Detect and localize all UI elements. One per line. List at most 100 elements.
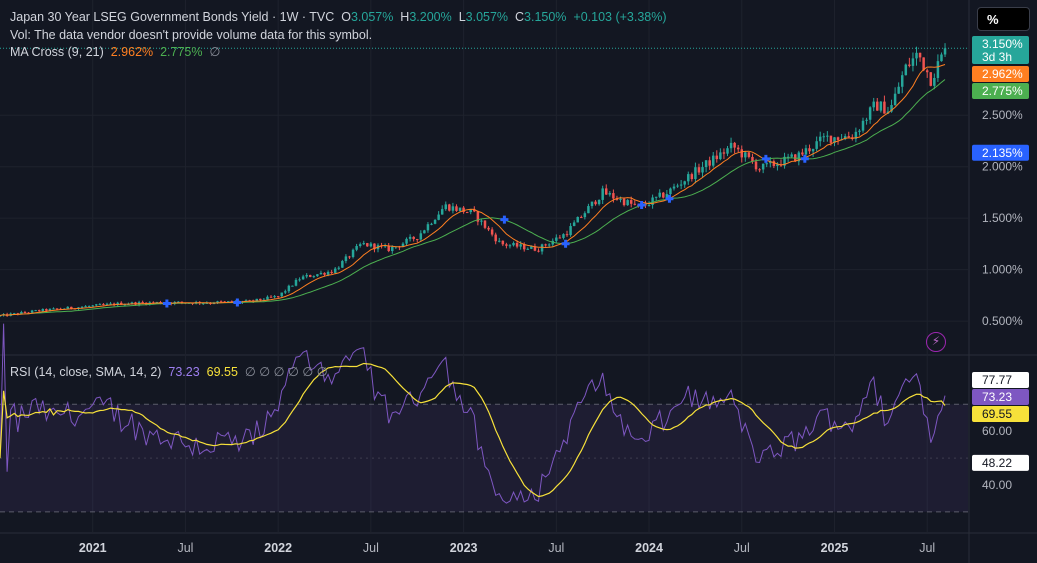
candle-body bbox=[476, 211, 480, 222]
candle-body bbox=[462, 207, 465, 213]
rsi-name: RSI (14, close, SMA, 14, 2) bbox=[10, 365, 162, 379]
candle-body bbox=[326, 271, 330, 275]
candle-body bbox=[900, 75, 904, 87]
candle-body bbox=[569, 226, 572, 236]
candle-body bbox=[423, 230, 426, 234]
rsi-null-marker: ∅ bbox=[259, 365, 271, 379]
candle-body bbox=[597, 199, 601, 205]
price-label-countdown: 3d 3h bbox=[982, 50, 1012, 64]
candle-body bbox=[55, 308, 59, 310]
high-label: H bbox=[400, 10, 410, 24]
candle-body bbox=[868, 107, 872, 120]
candle-body bbox=[872, 101, 875, 108]
candle-body bbox=[572, 222, 576, 227]
ma-fast-line bbox=[0, 64, 946, 316]
rsi-value-box bbox=[972, 389, 1029, 405]
candle-body bbox=[933, 77, 936, 86]
candle-body bbox=[929, 72, 933, 86]
candle-body bbox=[918, 52, 922, 58]
percent-scale-button[interactable]: % bbox=[977, 7, 1030, 31]
price-label-box bbox=[972, 83, 1029, 99]
candle-body bbox=[940, 54, 943, 62]
time-axis[interactable]: 2021 Jul 2022 Jul 2023 Jul 2024 Jul 2025 Jul bbox=[79, 541, 935, 555]
candle-body bbox=[41, 309, 45, 312]
ma-cross-marker bbox=[500, 215, 509, 224]
candle-body bbox=[415, 239, 419, 241]
candle-body bbox=[647, 204, 651, 206]
candle-body bbox=[594, 201, 597, 205]
candle-body bbox=[911, 58, 915, 66]
lightning-icon[interactable]: ⚡︎ bbox=[926, 332, 946, 352]
candle-body bbox=[776, 164, 779, 166]
candle-body bbox=[309, 275, 312, 277]
candle-body bbox=[672, 186, 676, 189]
candle-body bbox=[526, 248, 530, 250]
price-tick-label: 1.000% bbox=[982, 263, 1023, 277]
symbol-title[interactable]: Japan 30 Year LSEG Government Bonds Yiel… bbox=[10, 10, 335, 24]
candle-body bbox=[726, 148, 729, 154]
candle-body bbox=[469, 209, 472, 213]
price-axis[interactable]: 0.500% 1.000% 1.500% 2.000% 2.500% 3.150%3d 3… bbox=[972, 36, 1029, 492]
candle-body bbox=[758, 169, 761, 171]
open-label: O bbox=[341, 10, 351, 24]
candle-body bbox=[319, 272, 323, 275]
candle-body bbox=[505, 244, 508, 246]
candle-body bbox=[91, 305, 94, 307]
rsi-legend[interactable]: RSI (14, close, SMA, 14, 2) 73.23 69.55 … bbox=[10, 364, 328, 380]
candle-body bbox=[312, 276, 316, 278]
candle-body bbox=[287, 285, 291, 292]
rsi-null-marker: ∅ bbox=[244, 365, 256, 379]
candle-body bbox=[226, 301, 230, 303]
candle-body bbox=[876, 101, 879, 111]
candle-body bbox=[273, 296, 276, 298]
candle-body bbox=[622, 198, 626, 206]
candle-body bbox=[487, 227, 490, 230]
rsi-null-marker: ∅ bbox=[302, 365, 314, 379]
candle-body bbox=[448, 204, 451, 211]
candle-body bbox=[323, 272, 326, 275]
candle-body bbox=[833, 137, 836, 143]
volume-note: Vol: The data vendor doesn't provide vol… bbox=[10, 28, 373, 42]
candle-body bbox=[219, 301, 223, 303]
candle-body bbox=[455, 206, 458, 211]
candle-body bbox=[494, 234, 497, 242]
ma-slow-value: 2.775% bbox=[160, 45, 203, 59]
candle-body bbox=[202, 303, 205, 305]
rsi-null-marker: ∅ bbox=[273, 365, 285, 379]
candle-body bbox=[316, 274, 319, 277]
candle-body bbox=[84, 306, 87, 308]
ma-cross-legend[interactable]: MA Cross (9, 21) 2.962% 2.775% ∅ bbox=[10, 44, 220, 60]
candle-body bbox=[401, 243, 405, 247]
candle-body bbox=[808, 148, 811, 152]
candle-body bbox=[519, 244, 522, 247]
candle-body bbox=[95, 304, 98, 306]
candle-body bbox=[740, 149, 744, 158]
candle-body bbox=[80, 306, 84, 308]
price-tick-label: 2.000% bbox=[982, 160, 1023, 174]
price-tick-label: 2.500% bbox=[982, 108, 1023, 122]
candle-body bbox=[679, 184, 683, 186]
ma-cross-marker bbox=[561, 239, 570, 248]
candle-body bbox=[822, 136, 826, 138]
candle-body bbox=[419, 233, 423, 240]
price-label-box bbox=[972, 66, 1029, 82]
candle-body bbox=[804, 148, 808, 155]
candle-body bbox=[70, 306, 73, 309]
close-value: 3.150% bbox=[524, 10, 567, 24]
candle-body bbox=[633, 203, 637, 205]
candle-body bbox=[615, 198, 619, 200]
candle-body bbox=[333, 268, 337, 273]
close-label: C bbox=[515, 10, 525, 24]
candle-body bbox=[266, 296, 269, 300]
candle-body bbox=[897, 86, 900, 94]
candle-body bbox=[216, 301, 219, 304]
candle-body bbox=[701, 167, 704, 173]
candle-body bbox=[815, 141, 818, 149]
candle-body bbox=[27, 312, 30, 314]
price-label-box bbox=[972, 144, 1029, 161]
rsi-tick-label: 40.00 bbox=[982, 478, 1012, 492]
candle-body bbox=[797, 152, 801, 162]
candle-body bbox=[754, 161, 758, 170]
candle-body bbox=[590, 201, 594, 207]
